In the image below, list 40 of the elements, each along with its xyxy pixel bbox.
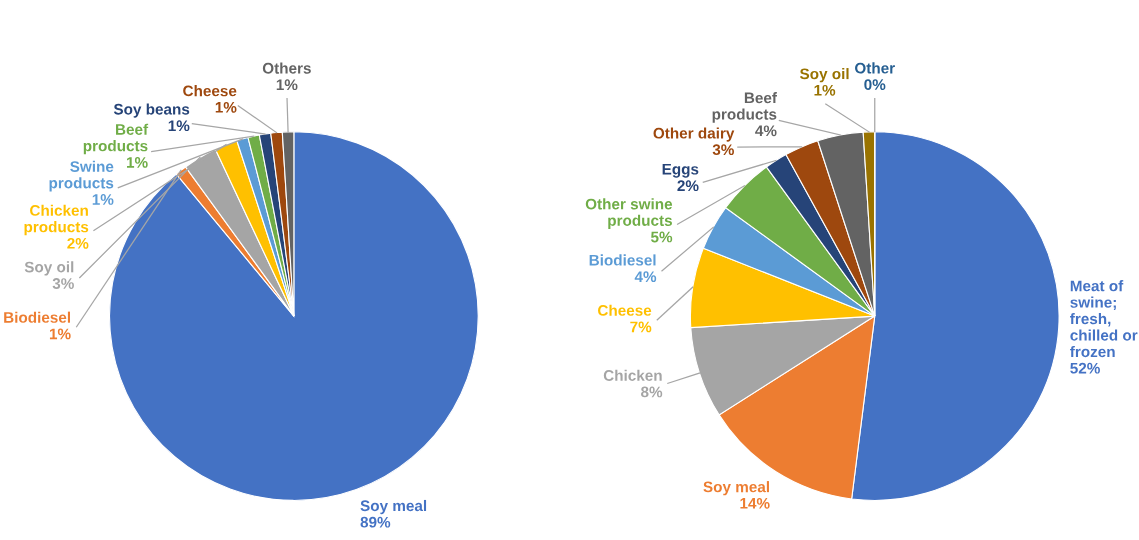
data-label: 4% — [634, 271, 657, 283]
slice-label: Cheese — [598, 304, 652, 316]
data-label: 2% — [677, 180, 699, 192]
data-label: 1% — [49, 328, 71, 340]
slice-label: Other dairy — [653, 127, 735, 142]
data-label: 8% — [641, 386, 663, 398]
slice-label: Chicken products — [24, 204, 89, 236]
slice-label: Beef products — [83, 123, 149, 155]
category-label: Other — [855, 62, 895, 74]
data-label: 1% — [168, 120, 190, 132]
data-label: 1% — [215, 101, 237, 113]
data-label: 3% — [712, 144, 734, 156]
slice-label: Beef products — [712, 92, 777, 123]
slice-label: Other swine products — [585, 198, 673, 229]
slice-label: Soy meal — [360, 499, 427, 515]
data-label: 14% — [740, 497, 770, 509]
slice-label: Swine products — [49, 160, 114, 192]
data-label: 89% — [360, 516, 391, 528]
slice-label: Eggs — [662, 163, 699, 178]
data-label: 1% — [126, 157, 148, 168]
data-label: 5% — [650, 231, 673, 243]
data-label: 52% — [1070, 362, 1100, 374]
slice-label: Soy oil — [799, 68, 849, 83]
data-label: 2% — [67, 237, 89, 249]
text: 0% — [864, 79, 886, 91]
data-label: 7% — [630, 321, 652, 333]
slice-label: Chicken — [603, 369, 662, 381]
slice-label: Others — [262, 62, 311, 74]
data-label: 4% — [755, 125, 777, 137]
slice-label: Cheese — [183, 85, 237, 97]
slice-label: Soy meal — [703, 481, 769, 496]
data-label: 3% — [52, 278, 74, 289]
data-label: 1% — [814, 84, 836, 96]
slice-label: Soy oil — [24, 261, 74, 276]
slice-label: Biodiesel — [589, 254, 656, 266]
slice-label: Meat of swine; fresh, chilled or frozen — [1070, 280, 1138, 358]
slice-label: Biodiesel — [4, 311, 70, 323]
data-label: 1% — [92, 194, 114, 205]
data-label: 1% — [276, 79, 298, 91]
slice-label: Soy beans — [113, 103, 190, 118]
